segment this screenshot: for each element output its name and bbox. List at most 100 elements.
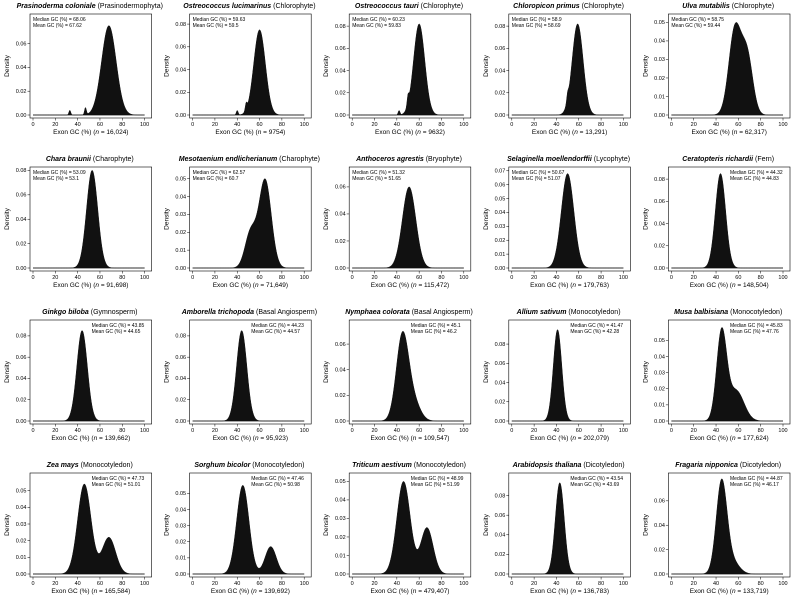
y-tick-label: 0.06: [495, 361, 506, 367]
x-tick-label: 100: [300, 275, 309, 281]
x-tick-label: 100: [778, 122, 787, 128]
panel-title: Allium sativum (Monocotyledon): [516, 309, 621, 316]
panel-13: Nymphaea colorata (Basal Angiosperm) 0 20 4…: [323, 309, 473, 442]
x-tick-label: 80: [438, 428, 444, 434]
x-tick-label: 60: [97, 275, 103, 281]
mean-label: Mean GC (%) = 51.01: [92, 482, 141, 488]
group-name: (Monocotyledon): [412, 462, 466, 469]
y-tick-label: 0.03: [175, 523, 186, 529]
x-tick-label: 40: [394, 581, 400, 587]
y-tick-label: 0.04: [175, 67, 186, 73]
mean-label: Mean GC (%) = 59.44: [671, 23, 720, 29]
group-name: (Bryophyte): [424, 156, 462, 163]
mean-label: Mean GC (%) = 58.69: [512, 23, 561, 29]
x-tick-label: 40: [553, 428, 559, 434]
y-axis-label: Density: [323, 54, 330, 76]
x-tick-label: 80: [279, 581, 285, 587]
y-axis-label: Density: [4, 513, 11, 535]
density-curve: [671, 478, 783, 575]
x-axis-label: Exon GC (%) (n = 115,472): [371, 282, 449, 289]
x-tick-label: 0: [510, 275, 513, 281]
x-tick-label: 40: [713, 581, 719, 587]
plot-frame: [508, 13, 631, 119]
density-curve: [671, 327, 783, 422]
group-name: (Chlorophyte): [580, 3, 624, 10]
median-label: Median GC (%) = 60.23: [352, 17, 405, 23]
median-label: Median GC (%) = 51.32: [352, 170, 405, 176]
group-name: (Basal Angiosperm): [410, 309, 473, 316]
x-tick-label: 40: [75, 275, 81, 281]
x-tick-label: 80: [119, 275, 125, 281]
x-tick-label: 20: [52, 122, 58, 128]
x-axis-label: Exon GC (%) (n = 133,719): [690, 588, 769, 595]
y-axis-label: Density: [642, 360, 649, 382]
y-tick-label: 0.08: [16, 168, 27, 174]
species-name: Ceratopteris richardii: [682, 156, 754, 163]
y-tick-label: 0.03: [16, 522, 27, 528]
median-label: Median GC (%) = 62.57: [193, 170, 246, 176]
species-name: Amborella trichopoda: [181, 309, 254, 316]
x-tick-label: 100: [140, 122, 149, 128]
x-tick-label: 80: [598, 122, 604, 128]
x-tick-label: 20: [212, 581, 218, 587]
group-name: (Prasinodermophyta): [96, 3, 163, 10]
plot-frame: [668, 166, 791, 272]
y-tick-label: 0.02: [654, 547, 665, 553]
median-label: Median GC (%) = 45.83: [730, 323, 783, 329]
x-tick-label: 20: [212, 122, 218, 128]
mean-label: Mean GC (%) = 44.83: [730, 176, 779, 182]
x-tick-label: 40: [713, 122, 719, 128]
x-tick-label: 60: [735, 581, 741, 587]
x-tick-label: 80: [598, 428, 604, 434]
density-curve: [192, 330, 305, 422]
group-name: (Dicotyledon): [581, 462, 624, 469]
y-tick-label: 0.04: [654, 354, 665, 360]
density-curve: [192, 29, 305, 116]
group-name: (Charophyte): [91, 156, 134, 163]
y-tick-label: 0.00: [175, 419, 186, 425]
species-name: Anthoceros agrestis: [355, 156, 424, 163]
x-tick-label: 100: [459, 581, 468, 587]
x-tick-label: 100: [778, 581, 787, 587]
y-tick-label: 0.04: [335, 368, 346, 374]
y-tick-label: 0.01: [335, 553, 346, 559]
species-name: Arabidopsis thaliana: [512, 462, 582, 469]
x-tick-label: 0: [191, 428, 194, 434]
density-curve: [33, 170, 145, 269]
x-tick-label: 20: [371, 275, 377, 281]
y-tick-label: 0.03: [654, 57, 665, 63]
mean-label: Mean GC (%) = 51.99: [411, 482, 460, 488]
group-name: (Monocotyledon): [250, 462, 304, 469]
y-tick-label: 0.00: [654, 113, 665, 119]
plot-frame: [508, 166, 631, 272]
x-axis-label: Exon GC (%) (n = 109,547): [371, 435, 450, 442]
x-tick-label: 40: [75, 581, 81, 587]
median-label: Median GC (%) = 58.75: [671, 17, 724, 23]
x-tick-label: 80: [758, 428, 764, 434]
x-axis-label: Exon GC (%) (n = 9632): [375, 129, 445, 136]
group-name: (Monocotyledon): [79, 462, 133, 469]
y-tick-label: 0.00: [175, 266, 186, 272]
density-curve: [671, 22, 783, 116]
species-name: Nymphaea colorata: [345, 309, 410, 316]
panel-12: Amborella trichopoda (Basal Angiosperm) 0…: [164, 309, 317, 442]
plot-frame: [189, 472, 312, 578]
y-axis-label: Density: [323, 360, 330, 382]
panel-4: Chloropicon primus (Chlorophyte) 0 20 40 60 8…: [483, 3, 631, 136]
x-tick-label: 0: [191, 122, 194, 128]
x-tick-label: 80: [758, 122, 764, 128]
y-tick-label: 0.00: [495, 113, 506, 119]
y-tick-label: 0.02: [495, 91, 506, 97]
panel-14: Allium sativum (Monocotyledon) 0 20 40 60 80 1…: [483, 309, 631, 442]
y-tick-label: 0.01: [16, 555, 27, 561]
y-tick-label: 0.06: [175, 355, 186, 361]
y-tick-label: 0.06: [495, 182, 506, 188]
plot-frame: [29, 319, 152, 425]
y-tick-label: 0.05: [495, 196, 506, 202]
panel-19: Arabidopsis thaliana (Dicotyledon) 0 20 40 6…: [483, 462, 631, 595]
x-tick-label: 0: [31, 275, 34, 281]
panel-17: Sorghum bicolor (Monocotyledon) 0 20 40 60 80…: [164, 462, 312, 595]
y-tick-label: 0.00: [654, 572, 665, 578]
y-tick-label: 0.05: [175, 491, 186, 497]
x-axis-label: Exon GC (%) (n = 179,763): [530, 282, 609, 289]
